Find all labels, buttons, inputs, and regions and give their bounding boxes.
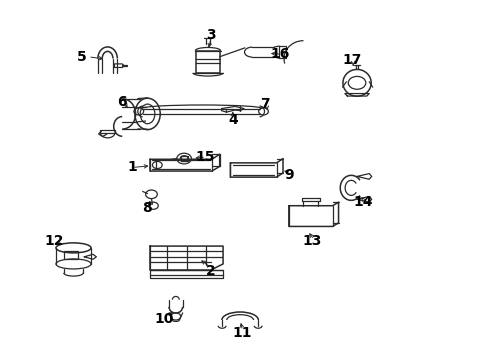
Text: 11: 11 bbox=[233, 326, 252, 340]
Text: 14: 14 bbox=[353, 195, 373, 209]
Text: 12: 12 bbox=[44, 234, 64, 248]
Bar bbox=[64, 251, 78, 258]
Text: 3: 3 bbox=[206, 28, 216, 42]
Text: 5: 5 bbox=[77, 50, 87, 64]
Bar bbox=[196, 51, 220, 73]
Text: 6: 6 bbox=[118, 95, 127, 109]
Text: 8: 8 bbox=[142, 201, 151, 215]
Text: 17: 17 bbox=[343, 53, 362, 67]
Text: 9: 9 bbox=[284, 168, 294, 182]
Text: 10: 10 bbox=[155, 312, 174, 325]
Text: 7: 7 bbox=[260, 97, 270, 111]
Text: 16: 16 bbox=[270, 47, 290, 61]
Text: 4: 4 bbox=[228, 113, 238, 127]
Text: 2: 2 bbox=[206, 264, 216, 278]
Text: 13: 13 bbox=[302, 234, 322, 248]
Text: 1: 1 bbox=[127, 161, 137, 175]
Text: 15: 15 bbox=[196, 150, 215, 164]
